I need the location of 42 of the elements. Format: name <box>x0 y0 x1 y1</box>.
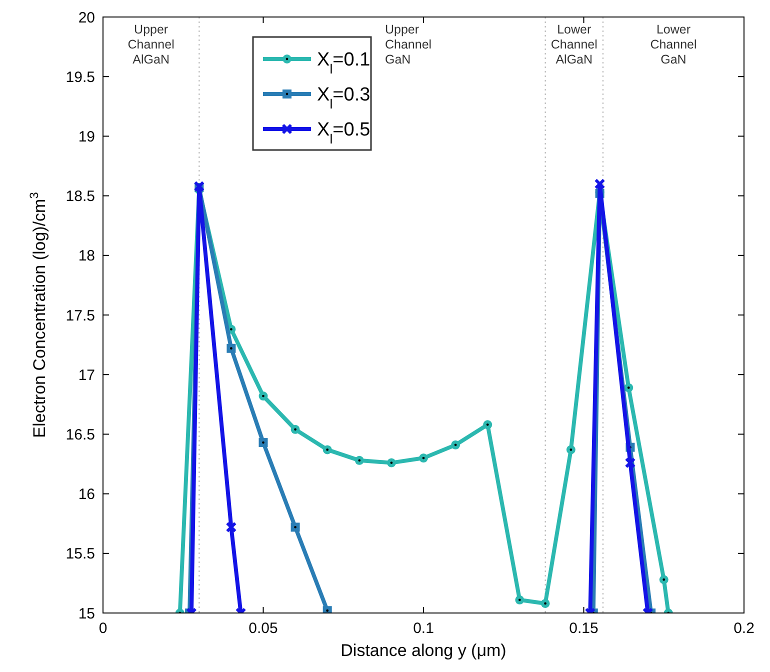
y-tick-label: 19.5 <box>66 68 95 86</box>
y-tick-label: 17 <box>78 366 95 384</box>
point <box>515 595 524 604</box>
y-tick-label: 15.5 <box>66 546 95 563</box>
y-tick-label: 19 <box>78 128 95 146</box>
legend-label: X$_{l}$=0.3 <box>317 84 370 112</box>
point <box>258 438 268 448</box>
annotation: Upper Channel GaN <box>385 22 432 66</box>
x-tick-label: 0.2 <box>734 620 754 637</box>
point <box>419 454 428 463</box>
point <box>624 457 636 468</box>
point <box>566 445 576 454</box>
y-tick-label: 17.5 <box>66 307 95 324</box>
y-tick-label: 20 <box>78 9 95 26</box>
x-tick-label: 0.05 <box>248 620 278 637</box>
annotation: Lower Channel GaN <box>650 22 697 66</box>
point <box>354 456 364 465</box>
y-tick-label: 18.5 <box>66 188 95 206</box>
point <box>226 522 237 533</box>
annotation: Lower Channel AlGaN <box>550 22 598 66</box>
point <box>290 424 300 434</box>
x-axis-title: Distance along y (μm) <box>340 641 506 660</box>
point <box>290 522 300 532</box>
point <box>594 178 606 190</box>
point <box>483 420 492 430</box>
point <box>258 392 268 401</box>
x-tick-label: 0 <box>98 620 108 637</box>
x-tick-label: 0.15 <box>569 620 598 637</box>
annotation: Upper Channel AlGaN <box>128 22 174 66</box>
point <box>226 344 236 353</box>
point <box>322 445 332 454</box>
point <box>659 575 668 584</box>
y-tick-label: 18 <box>78 248 95 265</box>
y-tick-label: 16.5 <box>66 426 95 444</box>
point <box>451 440 460 450</box>
point <box>386 458 396 468</box>
x-tick-label: 0.1 <box>413 620 434 637</box>
legend-label: X$_{l}$=0.1 <box>317 50 370 76</box>
y-tick-label: 15 <box>78 605 95 622</box>
legend-label: X$_{l}$=0.5 <box>317 120 370 146</box>
y-tick-label: 16 <box>78 486 95 504</box>
point <box>540 598 550 608</box>
